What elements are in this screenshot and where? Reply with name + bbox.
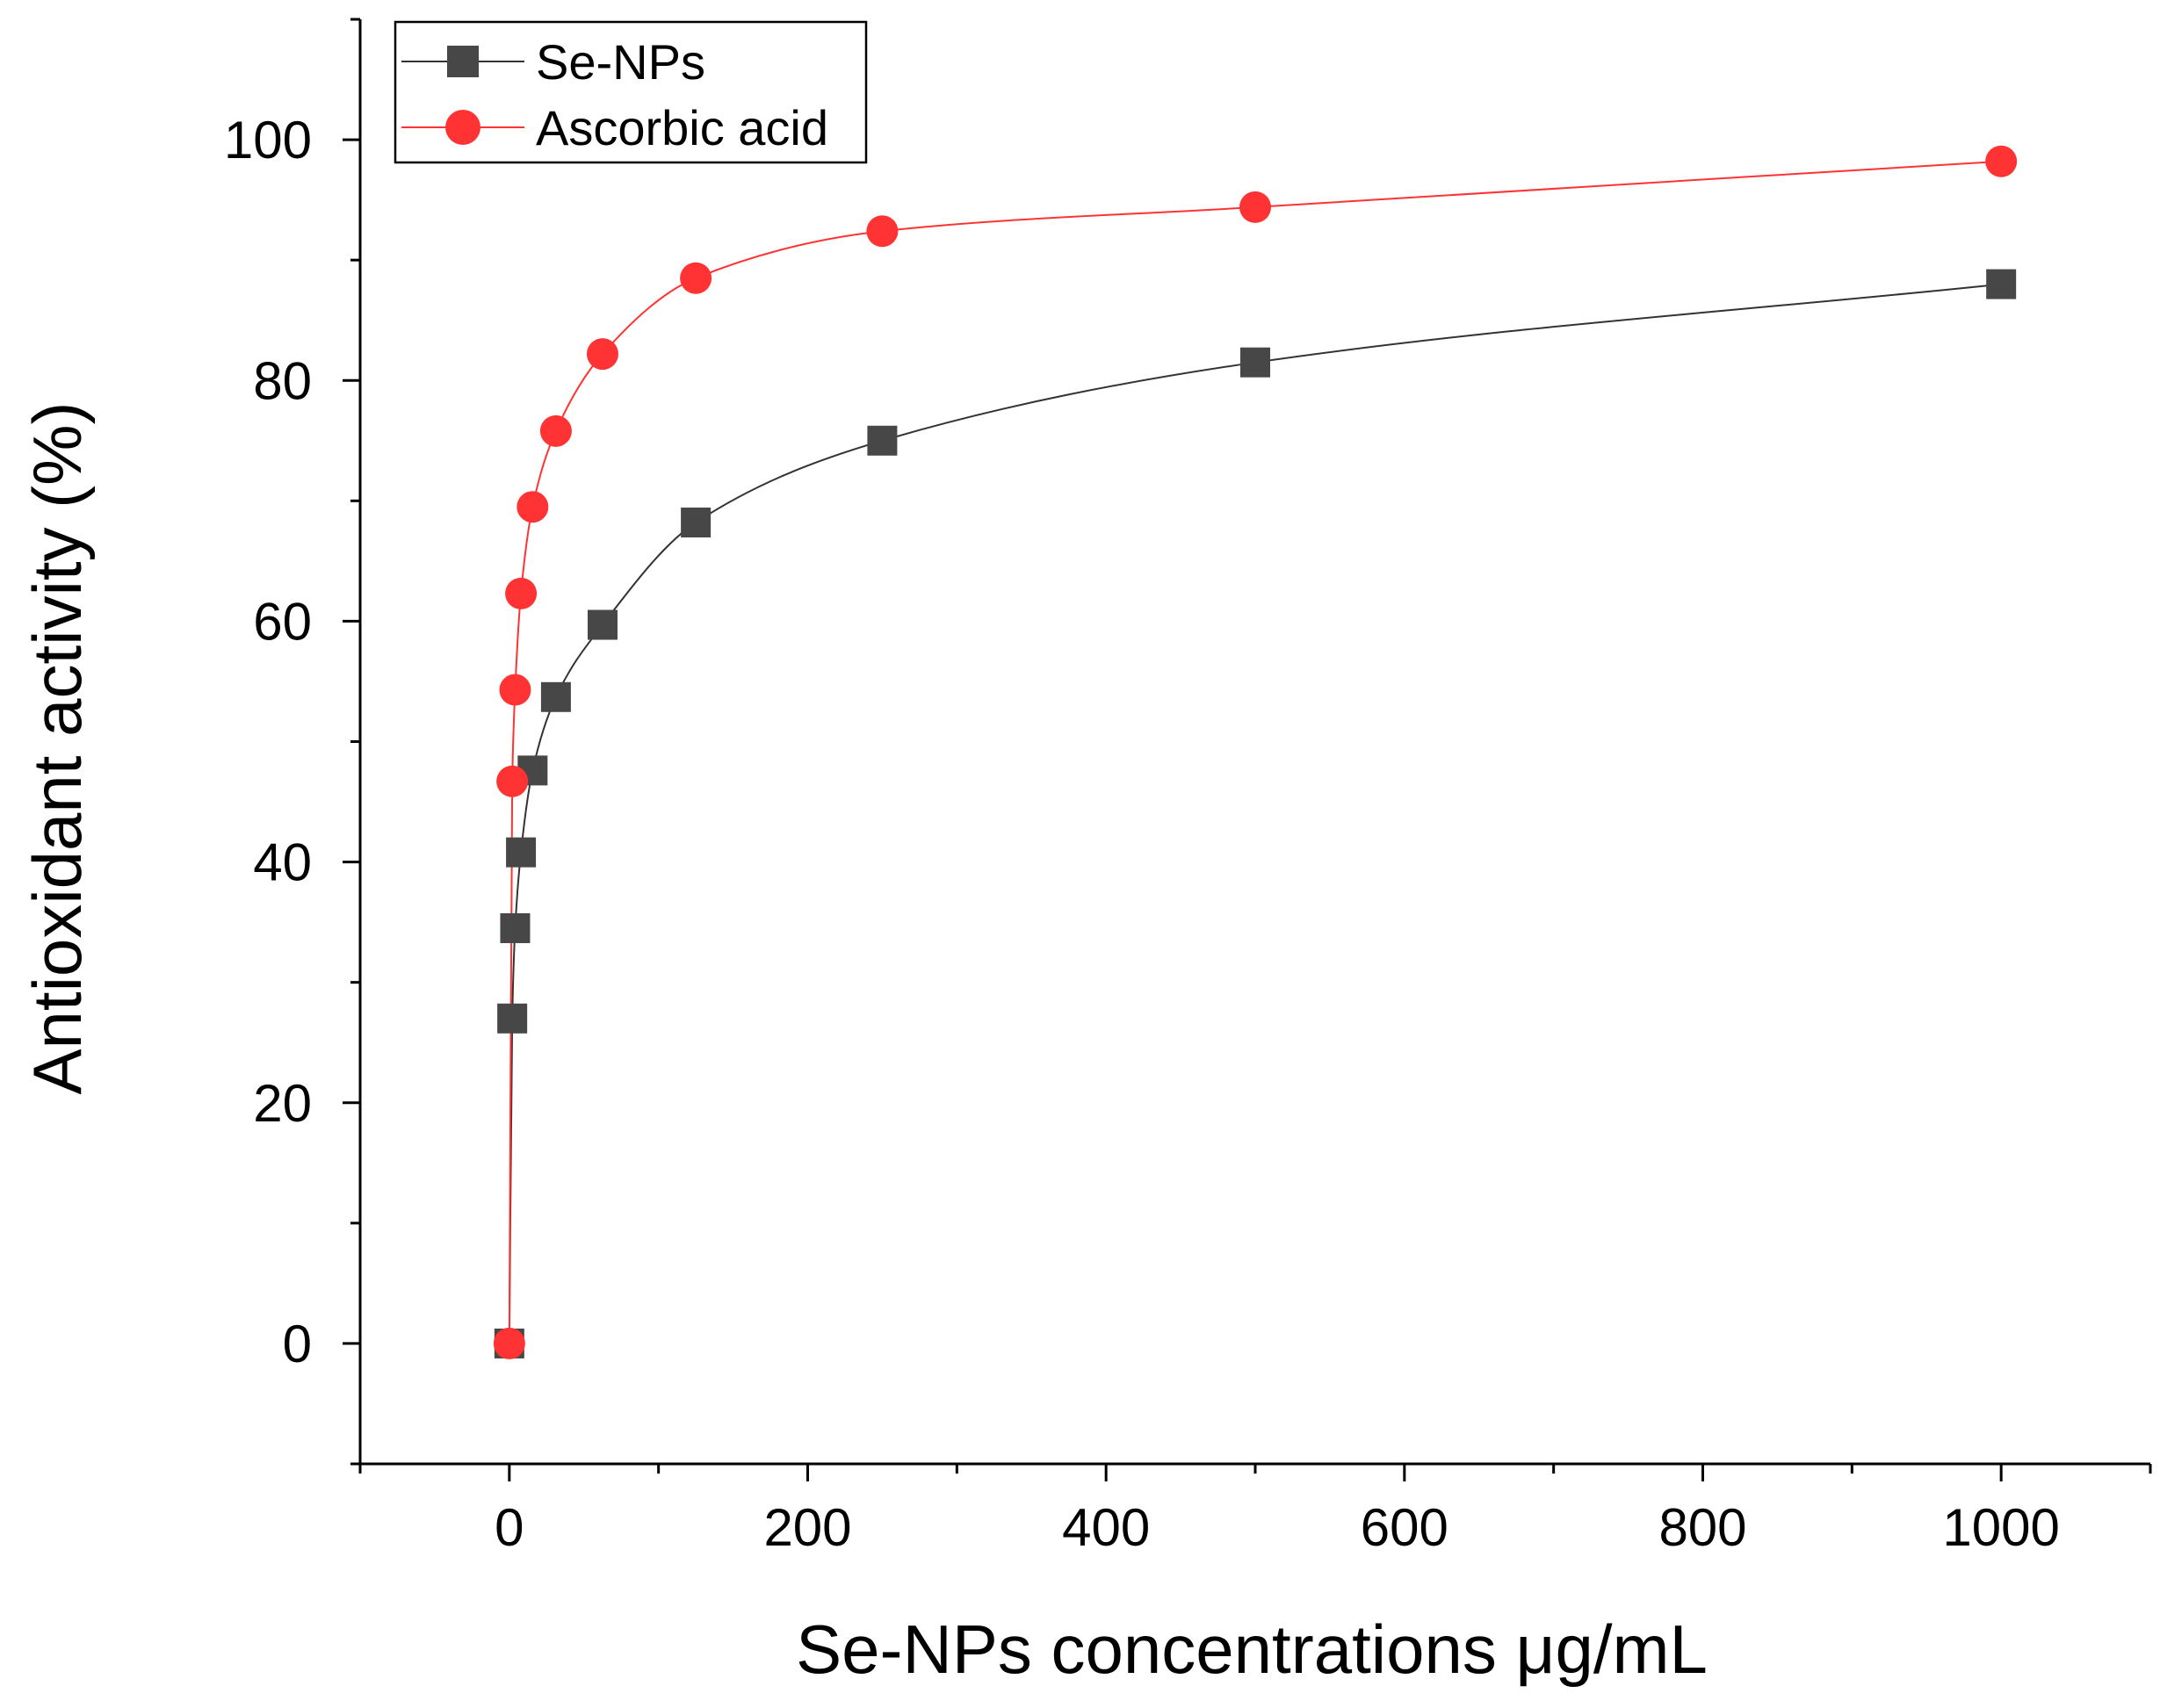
data-point-ascorbic-acid <box>539 414 572 447</box>
x-tick-label: 200 <box>763 1498 851 1557</box>
y-axis-title: Antioxidant activity (%) <box>18 402 96 1095</box>
legend: Se-NPs Ascorbic acid <box>394 20 868 164</box>
series-line-se-nps <box>508 283 2002 1344</box>
x-tick-label: 800 <box>1658 1498 1746 1557</box>
data-point-ascorbic-acid <box>1239 191 1271 223</box>
data-point-ascorbic-acid <box>499 674 531 706</box>
data-point-se-nps <box>867 425 898 456</box>
data-point-ascorbic-acid <box>493 1327 525 1359</box>
series-line-ascorbic-acid <box>508 160 2002 1344</box>
data-point-se-nps <box>497 1003 528 1034</box>
data-point-se-nps <box>1986 269 2017 299</box>
data-point-ascorbic-acid <box>1985 145 2018 177</box>
data-point-ascorbic-acid <box>680 262 712 294</box>
legend-label-se-nps: Se-NPs <box>536 34 705 90</box>
legend-marker-ascorbic-acid <box>445 110 480 145</box>
data-point-ascorbic-acid <box>496 765 529 797</box>
legend-marker-se-nps <box>447 46 479 77</box>
data-point-se-nps <box>506 837 537 868</box>
axes <box>358 19 2150 1466</box>
x-axis-title: Se-NPs concentrations μg/mL <box>796 1611 1708 1688</box>
data-point-ascorbic-acid <box>517 491 549 523</box>
data-point-ascorbic-acid <box>586 338 618 371</box>
x-tick-label: 1000 <box>1942 1498 2059 1557</box>
data-point-se-nps <box>587 609 618 640</box>
y-tick-label: 80 <box>253 351 312 410</box>
y-tick-label: 40 <box>253 833 312 892</box>
data-point-ascorbic-acid <box>505 577 538 609</box>
y-tick-label: 0 <box>283 1315 312 1373</box>
data-point-se-nps <box>540 681 571 712</box>
axis-ticks <box>343 18 2152 1481</box>
data-point-se-nps <box>1240 347 1270 378</box>
axis-tick-labels: 0 200 400 600 800 1000 0 20 40 60 80 100 <box>224 111 2060 1557</box>
data-point-se-nps <box>681 508 712 538</box>
y-tick-label: 60 <box>253 592 312 651</box>
x-tick-label: 600 <box>1361 1498 1448 1557</box>
y-tick-label: 20 <box>253 1074 312 1133</box>
x-tick-label: 0 <box>495 1498 524 1557</box>
series-curves <box>508 160 2002 1344</box>
series-markers <box>493 145 2018 1359</box>
data-point-se-nps <box>500 912 531 943</box>
data-point-ascorbic-acid <box>866 215 899 248</box>
legend-label-ascorbic-acid: Ascorbic acid <box>536 100 828 155</box>
y-tick-label: 100 <box>224 111 312 169</box>
x-tick-label: 400 <box>1062 1498 1150 1557</box>
